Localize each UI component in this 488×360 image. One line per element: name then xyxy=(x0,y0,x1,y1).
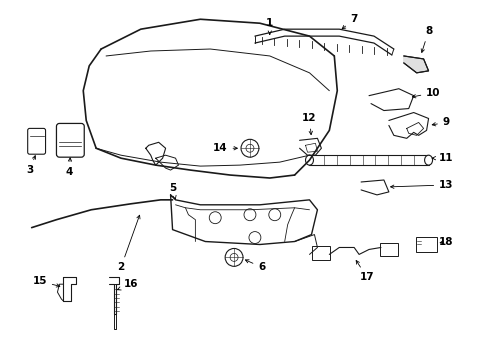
Text: 11: 11 xyxy=(431,153,453,163)
Text: 4: 4 xyxy=(65,158,73,177)
Circle shape xyxy=(241,139,258,157)
FancyBboxPatch shape xyxy=(312,247,330,260)
Text: 3: 3 xyxy=(26,156,36,175)
Circle shape xyxy=(224,248,243,266)
Text: 16: 16 xyxy=(117,279,138,290)
Circle shape xyxy=(230,253,238,261)
Ellipse shape xyxy=(424,155,432,165)
Circle shape xyxy=(248,231,260,243)
Bar xyxy=(309,155,427,165)
Text: 1: 1 xyxy=(265,18,273,34)
Text: 13: 13 xyxy=(390,180,453,190)
Text: 2: 2 xyxy=(117,215,140,272)
Circle shape xyxy=(244,209,255,221)
Text: 15: 15 xyxy=(32,276,60,287)
Text: 8: 8 xyxy=(420,26,431,53)
Text: 17: 17 xyxy=(355,261,374,282)
Text: 18: 18 xyxy=(438,237,453,247)
Ellipse shape xyxy=(305,155,313,165)
Circle shape xyxy=(245,144,253,152)
Text: 12: 12 xyxy=(302,113,316,135)
Polygon shape xyxy=(403,56,427,73)
Text: 6: 6 xyxy=(245,260,265,272)
Circle shape xyxy=(268,209,280,221)
Text: 7: 7 xyxy=(342,14,357,29)
FancyBboxPatch shape xyxy=(379,243,397,256)
FancyBboxPatch shape xyxy=(415,237,437,252)
FancyBboxPatch shape xyxy=(28,129,45,154)
Text: 14: 14 xyxy=(212,143,237,153)
Circle shape xyxy=(209,212,221,224)
FancyBboxPatch shape xyxy=(56,123,84,157)
Text: 9: 9 xyxy=(431,117,449,127)
Text: 10: 10 xyxy=(411,88,440,98)
Text: 5: 5 xyxy=(168,183,176,199)
